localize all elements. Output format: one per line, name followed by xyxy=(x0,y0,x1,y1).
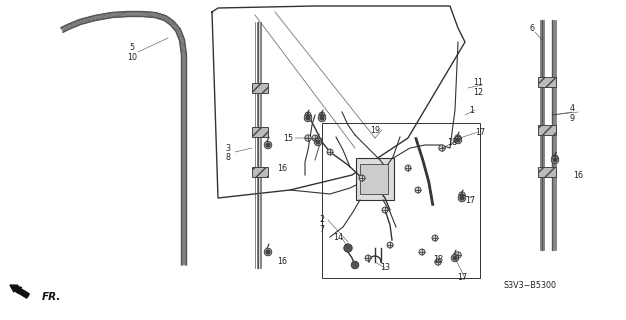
Circle shape xyxy=(455,252,461,258)
Text: 17: 17 xyxy=(465,196,475,204)
Text: 8: 8 xyxy=(225,154,230,163)
Circle shape xyxy=(458,194,466,202)
Circle shape xyxy=(305,135,311,141)
Circle shape xyxy=(552,156,559,164)
Text: 19: 19 xyxy=(370,125,380,134)
Bar xyxy=(538,125,556,135)
Circle shape xyxy=(439,145,445,151)
Bar xyxy=(538,167,556,177)
Bar xyxy=(252,83,268,93)
Circle shape xyxy=(460,196,464,200)
Circle shape xyxy=(454,136,462,144)
Bar xyxy=(322,123,480,278)
Text: 11: 11 xyxy=(473,77,483,86)
Circle shape xyxy=(344,244,352,252)
Circle shape xyxy=(365,255,371,261)
Circle shape xyxy=(320,116,324,120)
Circle shape xyxy=(387,242,393,248)
Text: 9: 9 xyxy=(570,114,575,123)
Circle shape xyxy=(456,138,460,142)
Circle shape xyxy=(359,175,365,181)
Circle shape xyxy=(451,254,459,262)
Circle shape xyxy=(264,248,272,256)
Circle shape xyxy=(419,249,425,255)
Text: 16: 16 xyxy=(573,171,583,180)
Circle shape xyxy=(266,143,270,147)
Circle shape xyxy=(319,112,325,118)
Text: 16: 16 xyxy=(277,258,287,267)
Text: 10: 10 xyxy=(127,52,137,61)
Circle shape xyxy=(314,138,322,146)
Bar xyxy=(252,127,268,137)
Circle shape xyxy=(405,165,411,171)
FancyArrow shape xyxy=(10,285,29,298)
Text: 14: 14 xyxy=(333,234,343,243)
Text: FR.: FR. xyxy=(42,292,61,302)
Circle shape xyxy=(318,114,326,122)
Circle shape xyxy=(455,135,461,141)
Text: 4: 4 xyxy=(570,103,575,113)
Circle shape xyxy=(304,114,312,122)
Text: 15: 15 xyxy=(283,133,293,142)
Text: 17: 17 xyxy=(475,127,485,137)
Text: 5: 5 xyxy=(130,44,135,52)
Text: 17: 17 xyxy=(457,274,467,283)
Text: 18: 18 xyxy=(447,138,457,147)
Circle shape xyxy=(553,158,557,162)
Circle shape xyxy=(264,141,272,149)
Text: 12: 12 xyxy=(473,87,483,97)
Bar xyxy=(356,158,394,200)
Circle shape xyxy=(453,256,457,260)
Bar xyxy=(538,77,556,87)
Bar xyxy=(252,167,268,177)
Text: 18: 18 xyxy=(433,255,443,265)
Circle shape xyxy=(305,112,311,118)
Circle shape xyxy=(459,192,465,198)
Text: 7: 7 xyxy=(319,226,324,235)
Text: 1: 1 xyxy=(470,106,475,115)
Circle shape xyxy=(312,135,318,141)
Circle shape xyxy=(432,235,438,241)
Text: 6: 6 xyxy=(530,23,535,33)
Circle shape xyxy=(415,187,421,193)
Text: 13: 13 xyxy=(380,263,390,273)
Text: 16: 16 xyxy=(277,164,287,172)
Text: 3: 3 xyxy=(225,143,230,153)
Circle shape xyxy=(435,259,441,265)
Circle shape xyxy=(351,261,359,269)
Circle shape xyxy=(316,140,320,144)
Circle shape xyxy=(552,155,558,161)
Text: S3V3−B5300: S3V3−B5300 xyxy=(503,281,557,290)
Circle shape xyxy=(382,207,388,213)
Circle shape xyxy=(266,250,270,254)
Bar xyxy=(360,164,388,194)
Circle shape xyxy=(306,116,310,120)
Circle shape xyxy=(327,149,333,155)
Text: 2: 2 xyxy=(319,215,324,225)
